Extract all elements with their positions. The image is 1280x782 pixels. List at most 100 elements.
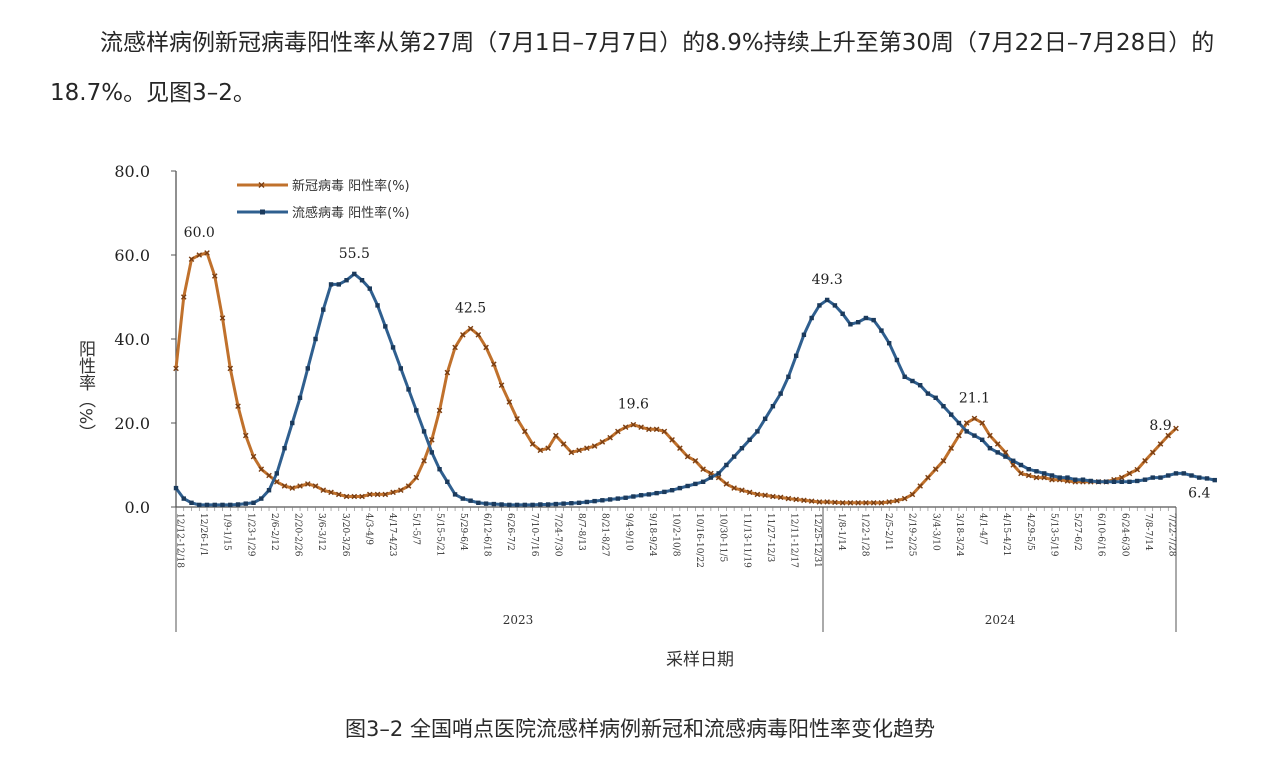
data-point bbox=[468, 498, 473, 503]
data-point bbox=[623, 495, 628, 500]
data-point bbox=[1065, 475, 1070, 480]
data-point bbox=[848, 322, 853, 327]
data-point bbox=[1134, 466, 1141, 473]
data-point bbox=[832, 499, 838, 506]
legend-marker bbox=[258, 182, 265, 188]
data-point bbox=[909, 491, 916, 498]
x-tick-label: 2/19-2/25 bbox=[907, 513, 917, 557]
x-tick-label: 4/1-4/7 bbox=[978, 513, 988, 545]
x-tick-label: 12/26-1/1 bbox=[198, 513, 208, 556]
data-point bbox=[181, 496, 186, 501]
data-point bbox=[367, 491, 373, 498]
x-tick-label: 6/24-6/30 bbox=[1119, 513, 1129, 557]
data-point bbox=[1049, 476, 1055, 483]
data-point bbox=[1149, 449, 1156, 456]
data-point bbox=[242, 432, 249, 439]
data-point bbox=[669, 488, 675, 493]
data-point bbox=[1142, 458, 1148, 464]
data-point bbox=[855, 320, 861, 325]
data-point bbox=[770, 493, 776, 500]
x-tick-label: 3/6-3/12 bbox=[316, 513, 326, 551]
data-point bbox=[855, 500, 861, 506]
data-point bbox=[530, 502, 535, 508]
data-point bbox=[778, 391, 783, 396]
data-point bbox=[615, 496, 621, 501]
data-point bbox=[591, 443, 598, 449]
x-tick-label: 3/18-3/24 bbox=[954, 513, 964, 557]
data-point bbox=[708, 470, 714, 477]
data-point bbox=[871, 317, 876, 323]
data-point bbox=[398, 487, 404, 493]
data-point bbox=[491, 501, 497, 507]
data-point bbox=[615, 428, 621, 435]
data-point bbox=[1166, 473, 1171, 478]
data-point bbox=[529, 441, 536, 447]
data-point bbox=[622, 424, 629, 430]
x-tick-label: 8/21-8/27 bbox=[600, 513, 610, 557]
data-point bbox=[374, 491, 381, 498]
data-point bbox=[700, 466, 706, 472]
data-point bbox=[1034, 469, 1039, 474]
data-point bbox=[382, 491, 389, 498]
y-tick-label: 80.0 bbox=[114, 162, 150, 181]
data-point bbox=[1189, 473, 1194, 478]
chart-axes: 0.0 20.0 40.0 60.0 80.0 2023 2024 bbox=[114, 162, 1177, 632]
data-point bbox=[204, 502, 210, 508]
data-point bbox=[235, 403, 241, 409]
data-point bbox=[669, 437, 675, 443]
x-tick-label: 1/22-1/28 bbox=[859, 513, 869, 557]
y-tick-label: 60.0 bbox=[114, 246, 150, 265]
data-point bbox=[398, 366, 404, 371]
data-point bbox=[1119, 479, 1124, 484]
data-point bbox=[708, 475, 714, 480]
data-point bbox=[304, 481, 311, 487]
data-point bbox=[1025, 472, 1032, 479]
x-tick-label: 9/4-9/10 bbox=[623, 513, 633, 551]
data-point bbox=[847, 500, 854, 506]
data-point bbox=[677, 485, 683, 491]
data-point bbox=[1135, 478, 1140, 484]
x-tick-label: 4/29-5/5 bbox=[1025, 513, 1035, 551]
data-point bbox=[437, 467, 442, 472]
data-point bbox=[220, 502, 225, 508]
data-point bbox=[1042, 471, 1047, 476]
data-point bbox=[227, 365, 234, 372]
data-point bbox=[940, 458, 947, 464]
data-point bbox=[600, 498, 605, 503]
data-point bbox=[762, 492, 768, 499]
data-point bbox=[793, 496, 799, 503]
data-point bbox=[228, 502, 233, 508]
data-point bbox=[1142, 477, 1148, 482]
data-point bbox=[816, 499, 823, 505]
data-point bbox=[251, 500, 256, 505]
data-label: 8.9 bbox=[1149, 418, 1171, 434]
data-point bbox=[514, 502, 520, 508]
data-point bbox=[700, 479, 706, 484]
data-point bbox=[522, 428, 528, 435]
year-label: 2023 bbox=[503, 613, 534, 627]
data-point bbox=[980, 437, 985, 442]
data-point bbox=[894, 357, 900, 363]
x-axis-label: 采样日期 bbox=[666, 650, 734, 670]
data-point bbox=[731, 454, 737, 459]
data-point bbox=[538, 502, 543, 507]
data-point bbox=[429, 450, 435, 455]
data-point bbox=[824, 499, 830, 505]
data-point bbox=[739, 487, 745, 493]
series-line bbox=[174, 272, 1216, 507]
data-point bbox=[383, 324, 388, 329]
data-point bbox=[972, 433, 977, 438]
data-point bbox=[568, 449, 575, 456]
data-point bbox=[460, 332, 466, 338]
data-point bbox=[452, 492, 458, 497]
data-point bbox=[692, 458, 699, 464]
x-tick-label: 12/11-12/17 bbox=[789, 513, 799, 568]
data-point bbox=[522, 502, 528, 508]
data-label: 42.5 bbox=[455, 301, 486, 317]
data-point bbox=[1197, 475, 1202, 480]
data-point bbox=[405, 483, 412, 489]
data-point bbox=[754, 491, 761, 498]
data-point bbox=[305, 366, 310, 371]
data-point bbox=[1010, 462, 1017, 468]
